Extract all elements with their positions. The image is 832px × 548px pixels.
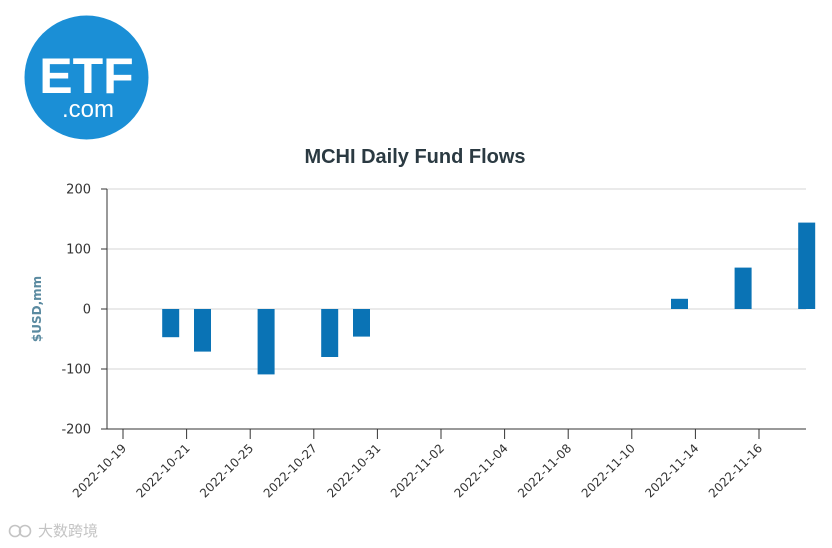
y-ticks: 200 100 0 -100 -200 bbox=[61, 183, 91, 438]
x-tick-label: 2022-10-19 bbox=[70, 441, 129, 500]
x-tick-label: 2022-11-16 bbox=[706, 441, 765, 500]
x-tick-label: 2022-11-08 bbox=[515, 441, 574, 500]
x-tick-label: 2022-10-31 bbox=[324, 441, 383, 500]
bar-2022-10-28 bbox=[353, 309, 370, 337]
x-tick-label: 2022-10-21 bbox=[134, 441, 193, 500]
x-tick-label: 2022-11-02 bbox=[388, 441, 447, 500]
y-tick-label: 200 bbox=[66, 183, 91, 198]
watermark-text: 大数跨境 bbox=[38, 522, 99, 540]
bar-2022-11-11 bbox=[671, 298, 688, 309]
y-tick-label: -200 bbox=[61, 423, 91, 438]
logo-sub-text: .com bbox=[62, 96, 114, 123]
bar-2022-10-27 bbox=[321, 309, 339, 357]
x-tick-label: 2022-11-14 bbox=[642, 441, 701, 500]
bar-2022-10-25 bbox=[257, 309, 275, 375]
y-tick-label: 0 bbox=[83, 303, 91, 318]
chart-title: MCHI Daily Fund Flows bbox=[304, 146, 525, 168]
y-tick-label: -100 bbox=[61, 363, 91, 378]
watermark-icon bbox=[8, 524, 32, 537]
x-ticks: 2022-10-19 2022-10-21 2022-10-25 2022-10-27… bbox=[70, 441, 765, 500]
logo-main-text: ETF bbox=[39, 48, 133, 104]
logo-circle bbox=[24, 15, 149, 140]
bars bbox=[162, 222, 816, 375]
bar-2022-10-20 bbox=[162, 309, 180, 338]
gridlines bbox=[107, 188, 806, 430]
x-tick-label: 2022-11-10 bbox=[579, 441, 638, 500]
bar-2022-10-21 bbox=[194, 309, 211, 352]
x-tick-label: 2022-10-25 bbox=[197, 441, 256, 500]
watermark: 大数跨境 bbox=[8, 520, 98, 541]
y-axis-label: $USD,mm bbox=[30, 276, 44, 342]
bar-2022-11-17 bbox=[798, 222, 816, 309]
etf-logo: ETF .com bbox=[24, 15, 149, 140]
axes bbox=[101, 188, 806, 439]
x-tick-label: 2022-10-27 bbox=[261, 441, 320, 500]
x-tick-label: 2022-11-04 bbox=[452, 441, 511, 500]
y-tick-label: 100 bbox=[66, 243, 91, 258]
bar-2022-11-15 bbox=[734, 267, 752, 309]
